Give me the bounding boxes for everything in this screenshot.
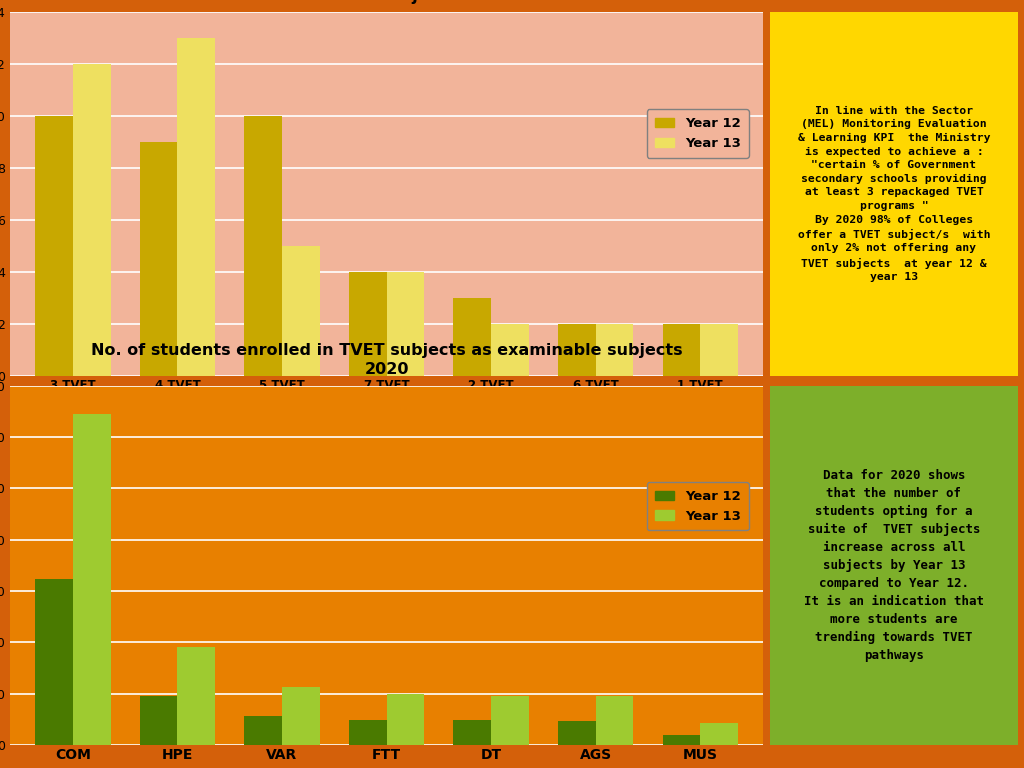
Title: No of schools offering a suite of TVET subjects as
examinable subjects 2020: No of schools offering a suite of TVET s… — [155, 0, 618, 5]
Bar — [558, 324, 596, 376]
Bar — [73, 414, 111, 745]
Bar — [558, 721, 596, 745]
Legend: Year 12, Year 13: Year 12, Year 13 — [647, 482, 749, 531]
Bar — [140, 696, 177, 745]
Bar — [349, 272, 386, 376]
Bar — [35, 116, 73, 376]
Text: In line with the Sector
(MEL) Monitoring Evaluation
& Learning KPI  the Ministry: In line with the Sector (MEL) Monitoring… — [798, 106, 990, 282]
Bar — [35, 578, 73, 745]
Bar — [454, 720, 492, 745]
Bar — [663, 735, 700, 745]
Bar — [177, 38, 215, 376]
Legend: Year 12, Year 13: Year 12, Year 13 — [647, 109, 749, 157]
Bar — [663, 324, 700, 376]
Text: Data for 2020 shows
that the number of
students opting for a
suite of  TVET subj: Data for 2020 shows that the number of s… — [804, 468, 984, 662]
Bar — [177, 647, 215, 745]
Bar — [140, 142, 177, 376]
Bar — [492, 696, 528, 745]
Bar — [73, 64, 111, 376]
Bar — [282, 246, 319, 376]
Bar — [596, 696, 633, 745]
Bar — [349, 720, 386, 745]
Bar — [492, 324, 528, 376]
Bar — [387, 694, 424, 745]
Bar — [245, 116, 282, 376]
Bar — [387, 272, 424, 376]
Bar — [245, 717, 282, 745]
Title: No. of students enrolled in TVET subjects as examinable subjects
2020: No. of students enrolled in TVET subject… — [91, 343, 682, 377]
Bar — [700, 723, 738, 745]
Bar — [282, 687, 319, 745]
Bar — [454, 298, 492, 376]
Bar — [596, 324, 633, 376]
Bar — [700, 324, 738, 376]
